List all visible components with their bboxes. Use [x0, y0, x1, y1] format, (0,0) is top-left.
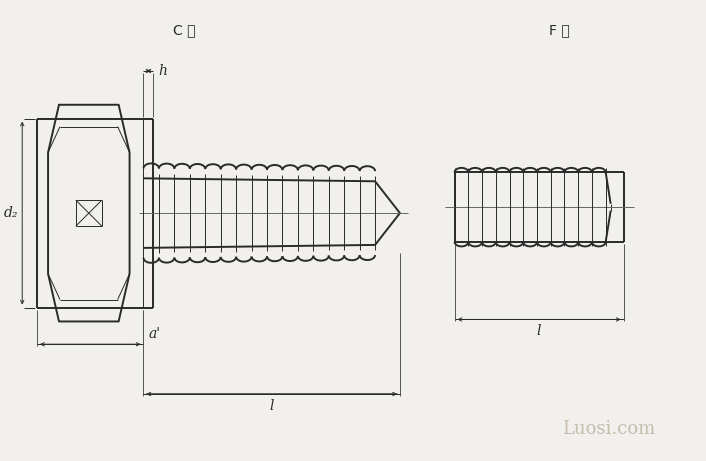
Text: Luosi.com: Luosi.com — [562, 420, 655, 438]
Text: F 型: F 型 — [549, 23, 569, 37]
Text: h: h — [158, 64, 167, 78]
Text: l: l — [270, 399, 274, 413]
Text: C 型: C 型 — [173, 23, 196, 37]
Text: a': a' — [148, 327, 160, 341]
Text: d₂: d₂ — [4, 206, 18, 220]
Text: l: l — [537, 325, 542, 338]
